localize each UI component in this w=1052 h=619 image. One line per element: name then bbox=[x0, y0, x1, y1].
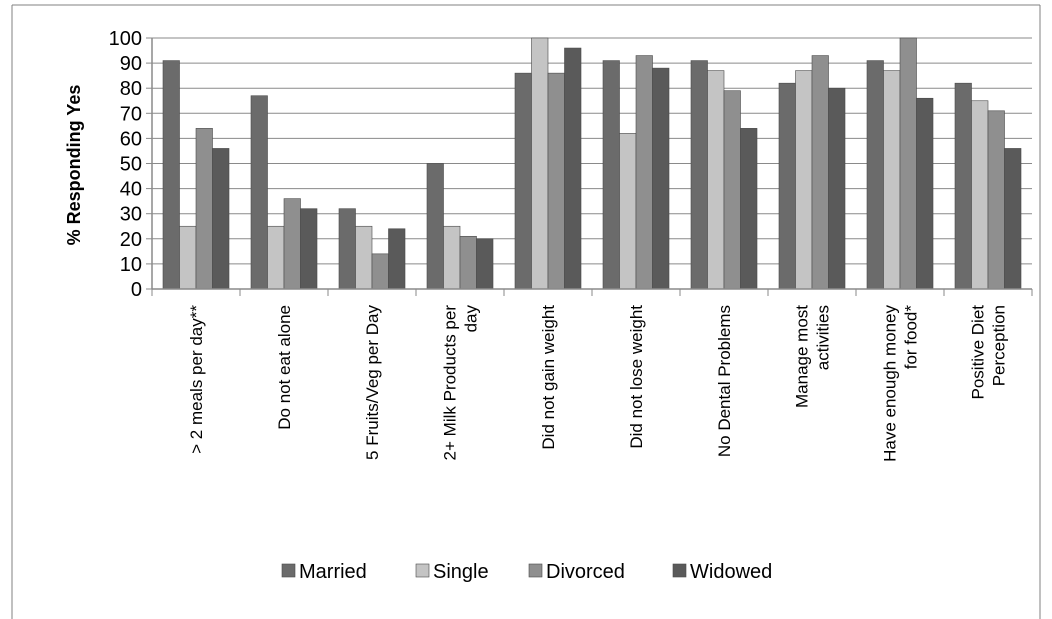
bar-divorced bbox=[723, 90, 741, 290]
bar-widowed bbox=[828, 87, 846, 290]
bar-widowed bbox=[652, 67, 670, 290]
bar-divorced bbox=[371, 253, 389, 290]
legend-swatch-single bbox=[415, 563, 430, 578]
bar-widowed bbox=[212, 148, 230, 290]
bar-single bbox=[971, 100, 989, 290]
bar-married bbox=[426, 163, 444, 290]
bar-married bbox=[866, 60, 884, 290]
bar-widowed bbox=[476, 238, 494, 290]
bar-married bbox=[602, 60, 620, 290]
bar-married bbox=[250, 95, 268, 290]
x-category-label: Did not gain weight bbox=[539, 305, 558, 450]
bar-single bbox=[531, 37, 549, 290]
x-category-label: 5 Fruits/Veg per Day bbox=[363, 305, 382, 460]
y-tick-label: 60 bbox=[120, 128, 142, 150]
bar-widowed bbox=[1004, 148, 1022, 290]
y-tick-label: 40 bbox=[120, 179, 142, 201]
legend-label-married: Married bbox=[299, 561, 367, 583]
y-tick-label: 100 bbox=[109, 28, 142, 50]
bar-divorced bbox=[195, 128, 213, 290]
x-category-label: Have enough money bbox=[881, 305, 900, 462]
y-tick-label: 80 bbox=[120, 78, 142, 100]
x-category-label: Positive Diet bbox=[969, 305, 988, 400]
x-category-label: activities bbox=[814, 305, 833, 370]
bar-married bbox=[778, 82, 796, 290]
bar-widowed bbox=[388, 228, 406, 290]
bar-married bbox=[954, 82, 972, 290]
bar-married bbox=[514, 72, 532, 290]
y-axis-label: % Responding Yes bbox=[64, 85, 84, 246]
y-tick-label: 20 bbox=[120, 229, 142, 251]
bar-single bbox=[883, 70, 901, 290]
bar-widowed bbox=[740, 128, 758, 290]
y-tick-label: 30 bbox=[120, 204, 142, 226]
bar-widowed bbox=[300, 208, 318, 290]
x-category-label: Perception bbox=[990, 305, 1009, 386]
bar-divorced bbox=[987, 110, 1005, 290]
legend-label-single: Single bbox=[433, 561, 489, 583]
legend-swatch-married bbox=[281, 563, 296, 578]
bar-divorced bbox=[283, 198, 301, 290]
y-tick-label: 50 bbox=[120, 154, 142, 176]
legend-label-divorced: Divorced bbox=[546, 561, 625, 583]
x-category-label: Did not lose weight bbox=[627, 305, 646, 449]
bar-divorced bbox=[547, 72, 565, 290]
x-category-label: for food* bbox=[902, 305, 921, 370]
bar-widowed bbox=[916, 97, 934, 290]
bar-single bbox=[619, 133, 637, 290]
legend-label-widowed: Widowed bbox=[690, 561, 772, 583]
x-category-label: Manage most bbox=[793, 305, 812, 408]
x-category-label: day bbox=[462, 305, 481, 333]
y-tick-label: 90 bbox=[120, 53, 142, 75]
x-category-label: Do not eat alone bbox=[275, 305, 294, 430]
bar-single bbox=[443, 225, 461, 290]
bar-divorced bbox=[899, 37, 917, 290]
bar-single bbox=[267, 225, 285, 290]
x-category-label: 2+ Milk Products per bbox=[441, 305, 460, 461]
bar-married bbox=[338, 208, 356, 290]
bar-divorced bbox=[811, 55, 829, 290]
y-tick-label: 10 bbox=[120, 254, 142, 276]
bar-single bbox=[355, 225, 373, 290]
bar-married bbox=[162, 60, 180, 290]
bar-widowed bbox=[564, 47, 582, 290]
legend-swatch-divorced bbox=[528, 563, 543, 578]
legend-swatch-widowed bbox=[672, 563, 687, 578]
x-category-label: No Dental Problems bbox=[715, 305, 734, 457]
bar-divorced bbox=[459, 235, 477, 290]
x-category-label: > 2 meals per day** bbox=[187, 305, 206, 454]
bar-single bbox=[795, 70, 813, 290]
y-tick-label: 0 bbox=[131, 279, 142, 301]
y-tick-label: 70 bbox=[120, 103, 142, 125]
bar-single bbox=[707, 70, 725, 290]
bar-divorced bbox=[635, 55, 653, 290]
bar-married bbox=[690, 60, 708, 290]
bar-single bbox=[179, 225, 197, 290]
